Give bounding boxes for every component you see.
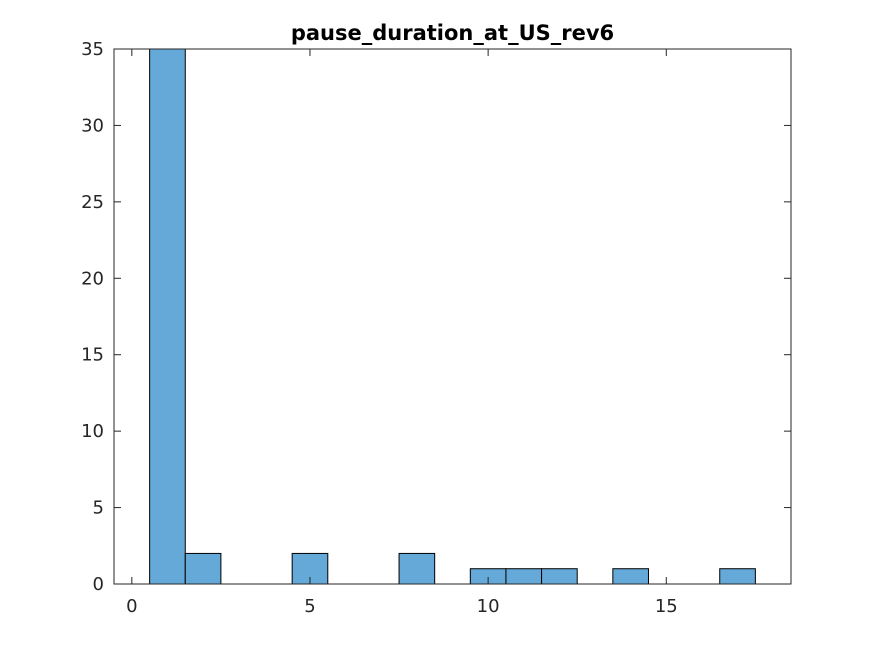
y-tick-label: 15 (81, 345, 104, 366)
y-tick-label: 10 (81, 421, 104, 442)
bars-group (149, 48, 756, 585)
histogram-bar-1 (149, 48, 186, 585)
y-tick-label: 35 (81, 39, 104, 60)
histogram-bar-4 (398, 552, 436, 585)
chart-title: pause_duration_at_US_rev6 (291, 21, 614, 45)
y-tick-label: 25 (81, 192, 104, 213)
histogram-bar-2 (184, 552, 222, 585)
histogram-bar-6 (505, 568, 543, 585)
ticks-group: 0 5 10 15 0 5 10 15 20 25 30 35 (81, 39, 791, 617)
x-tick-label: 5 (304, 596, 315, 617)
x-tick-label: 0 (126, 596, 137, 617)
histogram-bar-8 (612, 568, 649, 585)
y-tick-label: 0 (93, 574, 104, 595)
y-tick-label: 5 (93, 498, 104, 519)
y-tick-label: 20 (81, 268, 104, 289)
y-tick-label: 30 (81, 115, 104, 136)
histogram-bar-7 (541, 568, 578, 585)
axes-box (113, 48, 792, 585)
x-tick-label: 10 (477, 596, 500, 617)
x-tick-label: 15 (655, 596, 678, 617)
plot-area (114, 49, 791, 584)
histogram-bar-9 (719, 568, 756, 585)
axes-group (113, 48, 792, 585)
